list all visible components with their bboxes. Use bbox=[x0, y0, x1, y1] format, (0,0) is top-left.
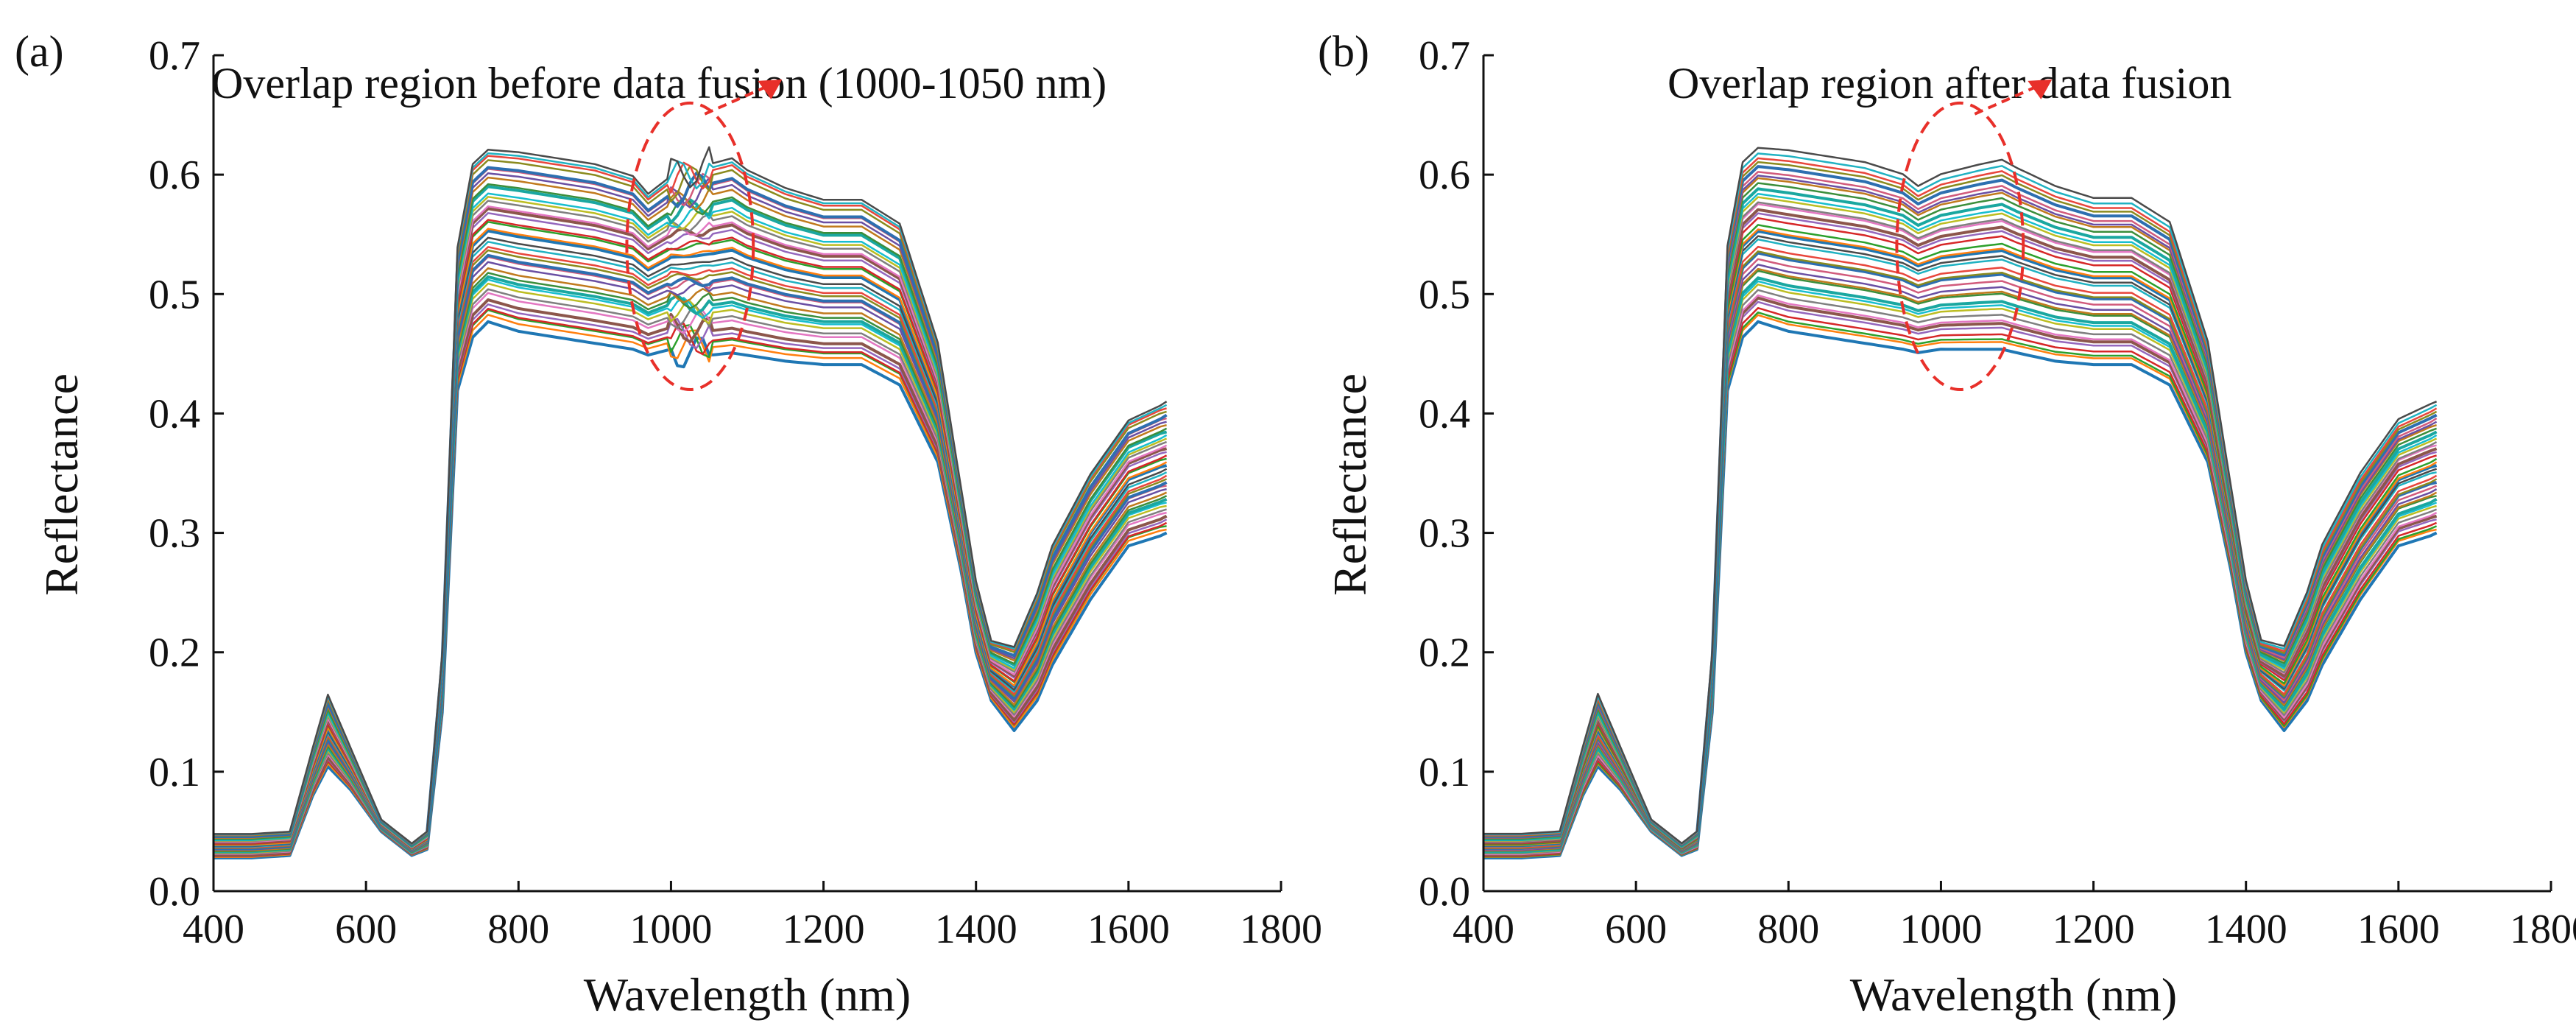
overlap-ellipse bbox=[625, 101, 755, 391]
spectrum-line bbox=[214, 196, 1168, 848]
panel-b-axes: 400 600 800 1000 1200 1400 1600 1800 0.0 0.1 0.2 0.… bbox=[1419, 33, 2576, 952]
overlap-arrow-head bbox=[758, 79, 783, 99]
y-tick-label: 0.6 bbox=[1419, 152, 1470, 198]
spectrum-line bbox=[1483, 171, 2438, 846]
spectrum-line bbox=[1483, 224, 2438, 850]
panel-a-series bbox=[214, 146, 1168, 859]
spectrum-line bbox=[1483, 238, 2437, 851]
panel-b-xlabel: Wavelength (nm) bbox=[1850, 968, 2177, 1021]
panel-a-axes: 400 600 800 1000 1200 1400 1600 1800 0.0 0.1 0.2 0.… bbox=[149, 33, 1322, 952]
y-tick-label: 0.5 bbox=[1419, 272, 1470, 317]
y-tick-label: 0.3 bbox=[1419, 511, 1470, 557]
spectrum-line bbox=[214, 155, 1167, 845]
spectrum-line bbox=[214, 146, 1168, 845]
panel-a-overlap-highlight bbox=[625, 79, 783, 391]
spectrum-line bbox=[1483, 208, 2438, 849]
x-tick-label: 1200 bbox=[783, 907, 865, 952]
x-tick-label: 1000 bbox=[629, 907, 712, 952]
x-tick-label: 400 bbox=[183, 907, 244, 952]
spectrum-line bbox=[1483, 182, 2438, 847]
spectrum-line bbox=[1483, 165, 2438, 846]
x-tick-label: 1400 bbox=[935, 907, 1017, 952]
y-tick-label: 0.4 bbox=[1419, 391, 1470, 437]
spectrum-line bbox=[214, 172, 1167, 846]
spectrum-line bbox=[214, 236, 1168, 851]
x-tick-label: 600 bbox=[1605, 907, 1667, 952]
spectrum-line bbox=[1483, 217, 2437, 849]
x-tick-label: 1200 bbox=[2053, 907, 2135, 952]
spectrum-line bbox=[214, 183, 1168, 847]
spectrum-line bbox=[214, 192, 1168, 848]
spectrum-line bbox=[214, 219, 1168, 850]
x-tick-label: 600 bbox=[335, 907, 397, 952]
panel-b-ylabel: Reflectance bbox=[1324, 373, 1376, 596]
panel-a-annotation: Overlap region before data fusion (1000-… bbox=[211, 59, 1107, 108]
panel-a: (a) Overlap region before data fusion (1… bbox=[15, 27, 1322, 1021]
panel-b-label: (b) bbox=[1318, 27, 1369, 76]
y-tick-label: 0.6 bbox=[149, 152, 200, 198]
x-tick-label: 800 bbox=[1757, 907, 1819, 952]
panel-b-annotation: Overlap region after data fusion bbox=[1668, 59, 2231, 108]
x-tick-label: 400 bbox=[1453, 907, 1514, 952]
overlap-ellipse bbox=[1895, 101, 2025, 391]
y-tick-label: 0.3 bbox=[149, 511, 200, 557]
spectrum-line bbox=[1483, 147, 2438, 845]
y-tick-label: 0.0 bbox=[1419, 869, 1470, 915]
y-tick-label: 0.7 bbox=[1419, 33, 1470, 79]
panel-a-xlabel: Wavelength (nm) bbox=[584, 968, 911, 1021]
y-tick-label: 0.0 bbox=[149, 869, 200, 915]
overlap-arrow bbox=[1974, 83, 2042, 116]
x-tick-label: 1800 bbox=[2510, 907, 2576, 952]
spectrum-line bbox=[1483, 203, 2437, 848]
panel-a-label: (a) bbox=[15, 27, 64, 76]
spectrum-line bbox=[214, 221, 1167, 850]
spectrum-line bbox=[1483, 201, 2438, 848]
spectrum-line bbox=[214, 168, 1167, 846]
y-tick-label: 0.2 bbox=[1419, 630, 1470, 676]
y-tick-label: 0.1 bbox=[1419, 750, 1470, 795]
panel-b-overlap-highlight bbox=[1895, 79, 2053, 391]
panel-b: (b) Overlap region after data fusion 400… bbox=[1318, 27, 2576, 1021]
spectrum-line bbox=[214, 200, 1168, 848]
panel-a-ylabel: Reflectance bbox=[35, 373, 88, 596]
x-tick-label: 1000 bbox=[1899, 907, 1982, 952]
panel-b-series bbox=[1483, 147, 2438, 859]
y-tick-label: 0.1 bbox=[149, 750, 200, 795]
x-tick-label: 1600 bbox=[2357, 907, 2440, 952]
y-tick-label: 0.2 bbox=[149, 630, 200, 676]
y-tick-label: 0.5 bbox=[149, 272, 200, 317]
spectrum-line bbox=[1483, 187, 2438, 848]
overlap-arrow-head bbox=[2028, 79, 2053, 99]
y-tick-label: 0.7 bbox=[149, 33, 200, 79]
x-tick-label: 1600 bbox=[1087, 907, 1170, 952]
x-tick-label: 800 bbox=[487, 907, 549, 952]
overlap-arrow bbox=[704, 83, 772, 116]
x-tick-label: 1400 bbox=[2205, 907, 2287, 952]
spectrum-line bbox=[1483, 192, 2438, 848]
y-tick-label: 0.4 bbox=[149, 391, 200, 437]
x-tick-label: 1800 bbox=[1240, 907, 1322, 952]
spectrum-line bbox=[214, 228, 1168, 850]
spectrum-line bbox=[1483, 212, 2437, 849]
